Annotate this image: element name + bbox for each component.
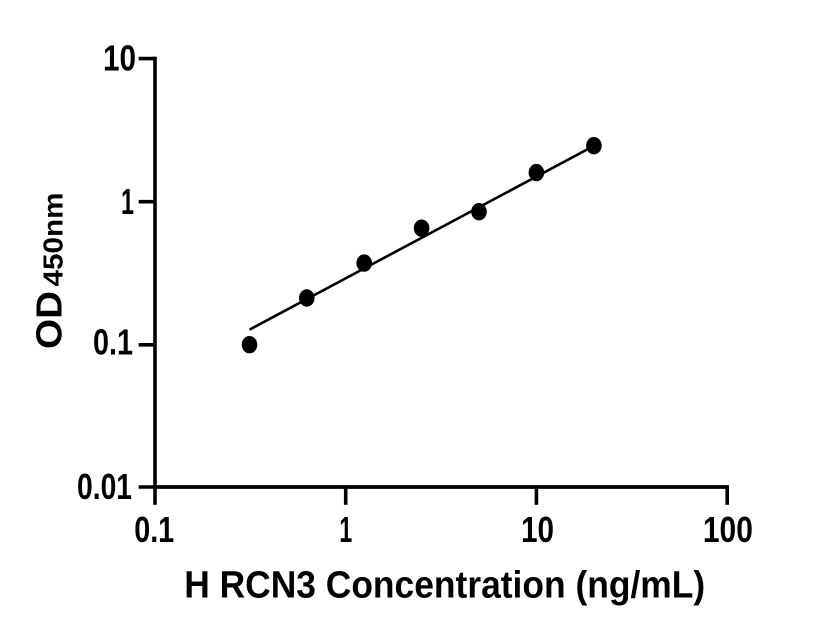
svg-text:H RCN3 Concentration (ng/mL): H RCN3 Concentration (ng/mL): [184, 564, 705, 606]
svg-text:0.1: 0.1: [134, 509, 174, 550]
svg-text:0.1: 0.1: [93, 321, 133, 362]
svg-text:1: 1: [121, 181, 134, 222]
svg-text:450nm: 450nm: [38, 193, 69, 287]
svg-text:10: 10: [521, 509, 554, 550]
svg-text:10: 10: [103, 37, 136, 78]
svg-text:OD: OD: [29, 291, 70, 349]
svg-text:1: 1: [339, 509, 352, 550]
svg-text:0.01: 0.01: [77, 466, 132, 507]
svg-text:100: 100: [703, 509, 753, 550]
